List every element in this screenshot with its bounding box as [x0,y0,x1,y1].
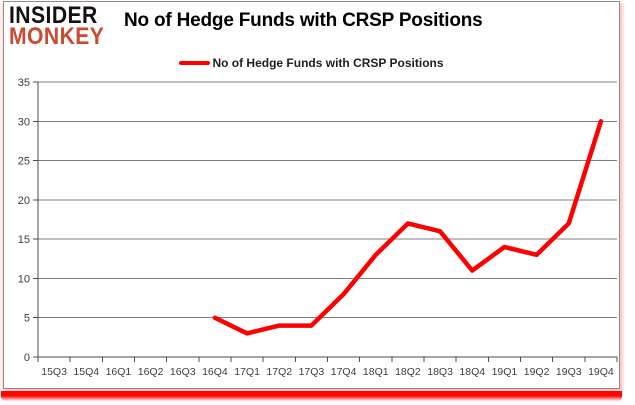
line-chart: 0 5 10 15 20 25 30 35 15Q3 15Q4 16Q1 16Q2 16Q3 16Q4 17… [18,77,618,378]
x-tick-label: 17Q2 [266,366,292,378]
y-tick-label: 30 [18,116,30,128]
y-tick-label: 20 [18,195,30,207]
x-tick-label: 19Q1 [492,366,518,378]
x-tick-label: 19Q2 [524,366,550,378]
x-tick-label: 17Q3 [299,366,325,378]
x-tick-label: 16Q2 [138,366,164,378]
logo-insider-text: INSIDER [9,2,98,29]
x-tick-label: 16Q4 [202,366,228,378]
y-tick-label: 25 [18,156,30,168]
x-tick-label: 19Q4 [588,366,614,378]
chart-widget: INSIDER MONKEY No of Hedge Funds with CR… [3,1,620,389]
x-tick-label: 18Q4 [459,366,485,378]
legend-label: No of Hedge Funds with CRSP Positions [212,56,444,70]
y-tick-label: 15 [18,234,30,246]
x-tick-label: 18Q1 [363,366,389,378]
y-tick-label: 10 [18,273,30,285]
series-line [212,119,604,336]
x-tick-label: 15Q4 [73,366,99,378]
legend-line-swatch [179,61,211,65]
x-tick-label: 18Q3 [427,366,453,378]
logo-monkey-text: MONKEY [9,23,105,50]
legend: No of Hedge Funds with CRSP Positions [4,56,619,70]
x-tick-label: 17Q1 [234,366,260,378]
x-tick-label: 16Q1 [106,366,132,378]
y-tick-label: 0 [24,352,30,364]
red-shadow-bar [1,391,622,401]
x-tick-label: 19Q3 [556,366,582,378]
y-tick-label: 5 [24,313,30,325]
insider-monkey-logo: INSIDER MONKEY [9,2,117,50]
x-tick-label: 18Q2 [395,366,421,378]
x-tick-label: 17Q4 [331,366,357,378]
chart-title: No of Hedge Funds with CRSP Positions [124,10,483,31]
y-tick-label: 35 [18,77,30,89]
x-tick-label: 15Q3 [41,366,67,378]
x-tick-label: 16Q3 [170,366,196,378]
